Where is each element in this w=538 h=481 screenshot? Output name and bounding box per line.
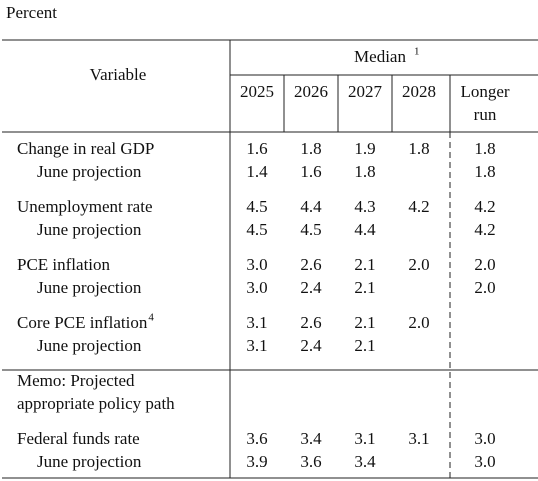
cell: 3.0 bbox=[246, 278, 267, 297]
cell: 3.4 bbox=[300, 429, 322, 448]
cell: 4.3 bbox=[354, 197, 375, 216]
cell: 2.4 bbox=[300, 336, 322, 355]
cell: 4.4 bbox=[300, 197, 322, 216]
cell: 2.0 bbox=[474, 278, 495, 297]
cell: 3.4 bbox=[354, 452, 376, 471]
column-header: 2028 bbox=[402, 82, 436, 101]
memo-label: appropriate policy path bbox=[17, 394, 175, 413]
cell: 3.1 bbox=[408, 429, 429, 448]
cell: 4.5 bbox=[246, 220, 267, 239]
cell: 1.9 bbox=[354, 139, 375, 158]
cell: 2.1 bbox=[354, 255, 375, 274]
cell: 1.6 bbox=[246, 139, 267, 158]
variable-header: Variable bbox=[90, 65, 147, 84]
cell: 1.8 bbox=[300, 139, 321, 158]
cell: 3.9 bbox=[246, 452, 267, 471]
cell: 3.0 bbox=[474, 452, 495, 471]
cell: 1.4 bbox=[246, 162, 268, 181]
cell: 3.1 bbox=[246, 336, 267, 355]
cell: 3.0 bbox=[246, 255, 267, 274]
cell: 2.0 bbox=[408, 255, 429, 274]
column-header: run bbox=[474, 105, 497, 124]
column-header: Longer bbox=[460, 82, 509, 101]
row-label: June projection bbox=[37, 220, 142, 239]
unit: Percent bbox=[6, 3, 57, 22]
cell: 4.2 bbox=[474, 220, 495, 239]
memo-label: Memo: Projected bbox=[17, 371, 135, 390]
cell: 3.1 bbox=[246, 313, 267, 332]
cell: 4.4 bbox=[354, 220, 376, 239]
cell: 1.6 bbox=[300, 162, 321, 181]
cell: 3.6 bbox=[246, 429, 267, 448]
cell: 2.1 bbox=[354, 313, 375, 332]
row-label: June projection bbox=[37, 162, 142, 181]
cell: 2.1 bbox=[354, 278, 375, 297]
cell: 4.5 bbox=[246, 197, 267, 216]
cell: 2.0 bbox=[474, 255, 495, 274]
footnote-mark: 1 bbox=[414, 46, 420, 58]
cell: 1.8 bbox=[474, 139, 495, 158]
cell: 1.8 bbox=[474, 162, 495, 181]
cell: 4.2 bbox=[474, 197, 495, 216]
row-label: Change in real GDP bbox=[17, 139, 154, 158]
column-header: 2025 bbox=[240, 82, 274, 101]
row-label: June projection bbox=[37, 452, 142, 471]
cell: 2.4 bbox=[300, 278, 322, 297]
row-label: June projection bbox=[37, 278, 142, 297]
cell: 2.6 bbox=[300, 255, 321, 274]
column-header: 2027 bbox=[348, 82, 383, 101]
row-label: June projection bbox=[37, 336, 142, 355]
footnote-mark: 4 bbox=[148, 312, 154, 324]
cell: 2.1 bbox=[354, 336, 375, 355]
cell: 4.2 bbox=[408, 197, 429, 216]
cell: 3.0 bbox=[474, 429, 495, 448]
row-label: PCE inflation bbox=[17, 255, 111, 274]
cell: 3.6 bbox=[300, 452, 321, 471]
cell: 4.5 bbox=[300, 220, 321, 239]
cell: 3.1 bbox=[354, 429, 375, 448]
column-header: 2026 bbox=[294, 82, 328, 101]
cell: 2.0 bbox=[408, 313, 429, 332]
cell: 1.8 bbox=[408, 139, 429, 158]
row-label: Core PCE inflation bbox=[17, 313, 148, 332]
cell: 1.8 bbox=[354, 162, 375, 181]
cell: 2.6 bbox=[300, 313, 321, 332]
median-header: Median bbox=[354, 47, 406, 66]
row-label: Unemployment rate bbox=[17, 197, 153, 216]
row-label: Federal funds rate bbox=[17, 429, 140, 448]
